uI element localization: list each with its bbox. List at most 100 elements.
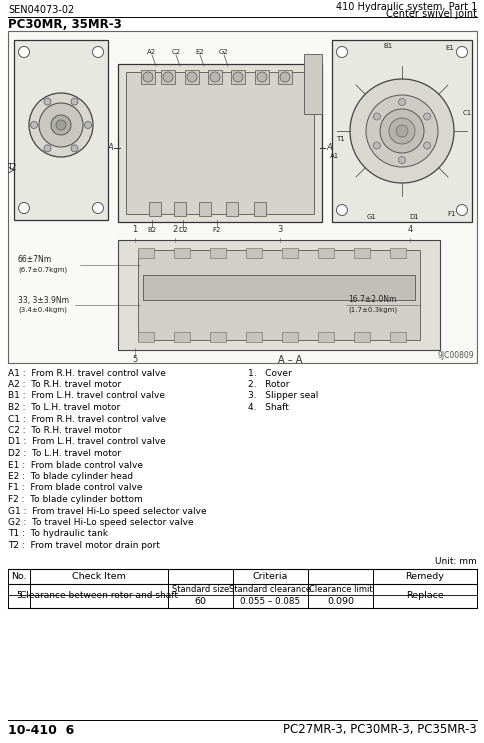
Bar <box>389 248 405 258</box>
Circle shape <box>279 72 289 82</box>
Text: A1 :  From R.H. travel control valve: A1 : From R.H. travel control valve <box>8 369 166 377</box>
Circle shape <box>92 47 103 57</box>
Text: 9JC00809: 9JC00809 <box>437 351 473 360</box>
Text: F1: F1 <box>447 211 455 217</box>
Bar <box>318 332 333 342</box>
Text: 1.   Cover: 1. Cover <box>247 369 291 377</box>
Text: 0.090: 0.090 <box>326 597 353 606</box>
Circle shape <box>84 122 91 129</box>
Text: 10-410  6: 10-410 6 <box>8 724 74 736</box>
Bar <box>138 250 419 340</box>
Bar <box>277 70 291 84</box>
Circle shape <box>373 142 379 149</box>
Circle shape <box>455 47 467 57</box>
Circle shape <box>365 95 437 167</box>
Bar <box>245 332 261 342</box>
Text: Clearance limit: Clearance limit <box>308 585 372 594</box>
Circle shape <box>71 145 78 152</box>
Circle shape <box>51 115 71 135</box>
Bar <box>245 248 261 258</box>
Circle shape <box>336 204 347 215</box>
Bar <box>174 202 186 216</box>
Text: T2: T2 <box>8 163 17 172</box>
Text: Center swivel joint: Center swivel joint <box>385 9 476 19</box>
Circle shape <box>349 79 453 183</box>
Circle shape <box>29 93 93 157</box>
Text: B1: B1 <box>382 43 392 49</box>
Bar <box>118 64 321 222</box>
Text: T1 :  To hydraulic tank: T1 : To hydraulic tank <box>8 530 108 539</box>
Text: E2: E2 <box>195 49 204 55</box>
Text: E2 :  To blade cylinder head: E2 : To blade cylinder head <box>8 472 133 481</box>
Circle shape <box>423 142 430 149</box>
Circle shape <box>336 47 347 57</box>
Text: C2: C2 <box>171 49 180 55</box>
Text: D2 :  To L.H. travel motor: D2 : To L.H. travel motor <box>8 449 121 458</box>
Text: 3: 3 <box>277 225 282 235</box>
Bar <box>8 31 476 363</box>
Bar <box>230 70 244 84</box>
Text: Check Item: Check Item <box>72 572 126 581</box>
Text: A: A <box>107 143 113 152</box>
Circle shape <box>398 99 405 106</box>
Bar <box>118 240 439 350</box>
Text: G1 :  From travel Hi-Lo speed selector valve: G1 : From travel Hi-Lo speed selector va… <box>8 507 206 516</box>
Text: Criteria: Criteria <box>252 572 287 581</box>
Bar <box>210 248 226 258</box>
Text: Remedy: Remedy <box>405 572 443 581</box>
Bar <box>198 202 211 216</box>
Text: 3.   Slipper seal: 3. Slipper seal <box>247 392 318 400</box>
Text: 0.055 – 0.085: 0.055 – 0.085 <box>240 597 300 606</box>
Text: 2.   Rotor: 2. Rotor <box>247 380 289 389</box>
Text: No.: No. <box>11 572 27 581</box>
Text: E1 :  From blade control valve: E1 : From blade control valve <box>8 461 143 470</box>
Text: D1: D1 <box>408 214 418 220</box>
Text: T2 :  From travel motor drain port: T2 : From travel motor drain port <box>8 541 160 550</box>
Circle shape <box>395 125 407 137</box>
Text: Replace: Replace <box>405 591 443 600</box>
Bar <box>141 70 155 84</box>
Circle shape <box>373 113 379 120</box>
Bar <box>332 40 471 222</box>
Text: SEN04073-02: SEN04073-02 <box>8 5 74 15</box>
Bar <box>255 70 269 84</box>
Text: 4: 4 <box>407 225 412 235</box>
Text: D1 :  From L.H. travel control valve: D1 : From L.H. travel control valve <box>8 438 166 447</box>
Text: Clearance between rotor and shaft: Clearance between rotor and shaft <box>20 591 178 600</box>
Text: T1: T1 <box>335 136 344 142</box>
Circle shape <box>71 98 78 105</box>
Text: G2: G2 <box>219 49 228 55</box>
Circle shape <box>187 72 197 82</box>
Text: 16.7±2.0Nm: 16.7±2.0Nm <box>348 296 395 305</box>
Text: G1: G1 <box>366 214 376 220</box>
Text: 5: 5 <box>16 591 22 600</box>
Circle shape <box>455 204 467 215</box>
Bar <box>254 202 265 216</box>
Text: D2: D2 <box>178 227 187 233</box>
Bar <box>161 70 175 84</box>
Circle shape <box>257 72 267 82</box>
Text: (3.4±0.4kgm): (3.4±0.4kgm) <box>18 307 67 314</box>
Bar <box>138 248 154 258</box>
Text: A2: A2 <box>147 49 156 55</box>
Text: B1 :  From L.H. travel control valve: B1 : From L.H. travel control valve <box>8 392 165 400</box>
Bar <box>208 70 222 84</box>
Text: A – A: A – A <box>277 355 302 365</box>
Text: G2 :  To travel Hi-Lo speed selector valve: G2 : To travel Hi-Lo speed selector valv… <box>8 518 193 527</box>
Bar <box>281 248 297 258</box>
Bar <box>138 332 154 342</box>
Circle shape <box>210 72 220 82</box>
Text: C1: C1 <box>461 110 470 116</box>
Bar <box>126 72 313 214</box>
Bar <box>353 332 369 342</box>
Circle shape <box>388 118 414 144</box>
Circle shape <box>18 203 30 213</box>
Circle shape <box>18 47 30 57</box>
Circle shape <box>423 113 430 120</box>
Bar <box>143 275 414 300</box>
Text: 4.   Shaft: 4. Shaft <box>247 403 288 412</box>
Text: 2: 2 <box>172 225 177 235</box>
Text: Standard size: Standard size <box>171 585 228 594</box>
Bar <box>389 332 405 342</box>
Text: 410 Hydraulic system, Part 1: 410 Hydraulic system, Part 1 <box>335 2 476 12</box>
